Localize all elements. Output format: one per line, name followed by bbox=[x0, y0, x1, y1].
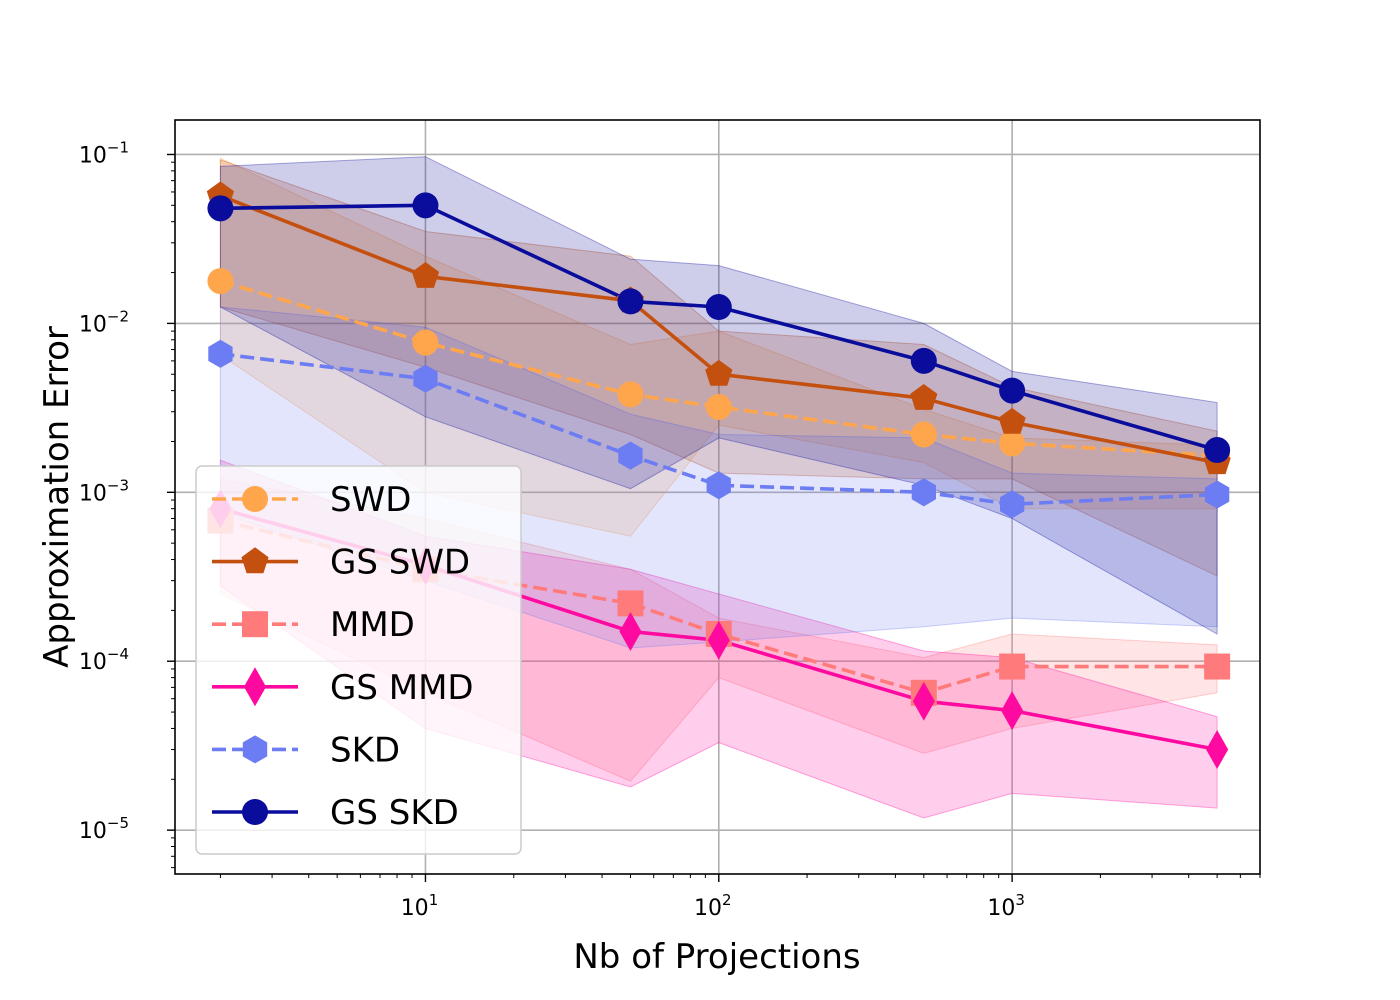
swd-point bbox=[705, 393, 732, 420]
legend-mmd-marker bbox=[242, 611, 268, 638]
skd-point bbox=[208, 339, 233, 368]
legend-gs-mmd-marker bbox=[243, 667, 267, 707]
gs-skd-point bbox=[1204, 437, 1231, 464]
skd-point bbox=[706, 471, 731, 500]
mmd-point bbox=[1204, 653, 1231, 680]
y-tick-label: 10−3 bbox=[79, 476, 129, 506]
gs-skd-point bbox=[412, 192, 439, 219]
legend-gs-swd-marker bbox=[241, 547, 269, 574]
swd-point bbox=[910, 421, 937, 448]
gs-skd-point bbox=[705, 294, 732, 321]
skd-point bbox=[911, 478, 936, 507]
gs-swd-point bbox=[998, 407, 1026, 434]
legend-swd-label: SWD bbox=[330, 480, 411, 520]
legend-gs-mmd-label: GS MMD bbox=[330, 668, 474, 708]
gs-skd-point bbox=[617, 288, 644, 315]
legend: SWD GS SWD MMD GS MMD SKD GS SKD bbox=[195, 465, 522, 855]
x-tick-label: 103 bbox=[987, 891, 1025, 921]
y-tick-label: 10−1 bbox=[79, 138, 129, 168]
x-axis-label: Nb of Projections bbox=[573, 937, 860, 977]
skd-point bbox=[618, 441, 643, 470]
gs-mmd-point bbox=[707, 620, 730, 660]
legend-mmd-label: MMD bbox=[330, 605, 415, 645]
gs-swd-point bbox=[910, 384, 938, 410]
mmd-point bbox=[999, 653, 1026, 680]
y-tick-label: 10−2 bbox=[79, 307, 129, 337]
gs-mmd-point bbox=[1001, 691, 1024, 731]
swd-point bbox=[207, 268, 234, 295]
legend-skd-label: SKD bbox=[330, 730, 400, 770]
legend-gs-swd-label: GS SWD bbox=[330, 543, 470, 583]
gs-mmd-point bbox=[912, 681, 935, 721]
gs-skd-point bbox=[207, 195, 234, 222]
gs-skd-point bbox=[999, 377, 1026, 404]
y-tick-label: 10−4 bbox=[79, 645, 129, 675]
skd-point bbox=[413, 364, 438, 393]
y-tick-label: 10−5 bbox=[79, 814, 129, 844]
gs-swd-point bbox=[705, 359, 733, 386]
y-axis-label: Approximation Error bbox=[37, 326, 77, 668]
legend-skd-marker bbox=[242, 735, 268, 764]
legend-gs-skd-label: GS SKD bbox=[330, 793, 459, 833]
gs-mmd-point bbox=[1206, 730, 1229, 769]
skd-point bbox=[1000, 490, 1025, 519]
swd-point bbox=[999, 430, 1026, 457]
gs-mmd-point bbox=[619, 612, 642, 651]
gs-swd-point bbox=[411, 262, 440, 288]
legend-swd-marker bbox=[242, 486, 268, 512]
y-axis-ticks: 10−1 10−2 10−3 10−4 10−5 bbox=[79, 138, 175, 869]
swd-point bbox=[412, 329, 439, 356]
x-tick-label: 101 bbox=[401, 891, 439, 921]
legend-gs-skd-marker bbox=[242, 799, 268, 825]
plot-frame bbox=[174, 119, 1261, 875]
swd-point bbox=[617, 381, 644, 408]
x-axis-ticks: 101 102 103 bbox=[219, 874, 1261, 921]
skd-point bbox=[1205, 480, 1230, 509]
gs-skd-point bbox=[910, 347, 937, 374]
x-tick-label: 102 bbox=[694, 891, 732, 921]
